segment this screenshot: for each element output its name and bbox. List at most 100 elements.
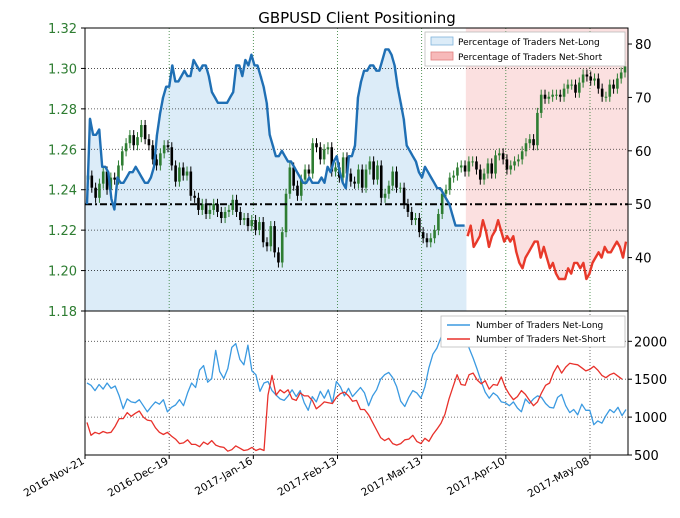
net-long-fill [368, 65, 373, 312]
net-short-fill [496, 28, 500, 221]
price-candle-body [448, 177, 452, 190]
price-candle-body [140, 125, 143, 138]
price-candle-body [280, 232, 284, 263]
price-candle-body [265, 242, 269, 247]
net-short-fill [624, 28, 628, 242]
net-long-fill [243, 60, 248, 311]
net-short-fill [554, 28, 558, 274]
net-short-fill [471, 28, 476, 247]
price-candle-body [212, 203, 215, 210]
net-long-fill [167, 86, 172, 312]
price-candle-body [395, 171, 398, 188]
price-candle-body [463, 165, 467, 172]
net-long-fill [347, 156, 351, 311]
net-long-fill [136, 172, 141, 311]
net-long-fill [438, 188, 443, 311]
price-candle-body [311, 143, 315, 174]
net-short-fill [529, 28, 534, 247]
net-long-fill [258, 76, 263, 311]
net-long-fill [91, 134, 95, 311]
price-candle-body [330, 147, 334, 172]
price-candle-body [570, 84, 573, 86]
count-tick-label: 500 [634, 449, 659, 464]
price-candle-body [536, 112, 539, 146]
net-short-fill [599, 28, 604, 258]
price-candle-body [341, 157, 345, 178]
price-candle-body [273, 226, 276, 253]
price-candle-body [258, 222, 261, 231]
price-candle-body [459, 165, 463, 168]
net-long-fill [417, 172, 421, 311]
price-candle-body [231, 199, 235, 210]
price-candle-body [581, 74, 585, 83]
net-long-fill [286, 161, 290, 311]
net-long-count-line [86, 322, 627, 426]
bottom-panel: 500 1000 1500 2000 Number of Traders Net-Lon… [84, 310, 667, 464]
price-candle-body [208, 209, 212, 214]
net-long-fill [249, 54, 254, 311]
net-long-fill [255, 65, 260, 312]
left-price-axis: 1.18 1.20 1.22 1.24 1.26 1.28 1.30 1.32 [48, 22, 85, 320]
net-long-fill [295, 172, 299, 311]
price-candle-body [178, 167, 181, 182]
net-long-fill [456, 225, 461, 311]
net-long-fill [407, 150, 412, 311]
net-short-fill [593, 28, 598, 258]
net-short-fill [572, 28, 577, 263]
price-candle-body [547, 96, 551, 99]
net-long-fill [350, 156, 354, 311]
net-long-fill [106, 172, 111, 311]
net-long-fill [185, 76, 190, 311]
net-long-fill [301, 182, 306, 311]
price-candle-body [296, 185, 299, 196]
net-short-fill [541, 28, 546, 247]
price-tick-label: 1.28 [48, 103, 77, 118]
net-long-fill [191, 60, 196, 311]
price-candle-body [132, 135, 136, 146]
legend-long-count-label: Number of Traders Net-Long [476, 321, 603, 331]
net-long-fill [277, 156, 281, 311]
net-long-fill [444, 198, 449, 311]
price-candle-body [372, 161, 375, 180]
top-panel: 1.18 1.20 1.22 1.24 1.26 1.28 1.30 1.32 40 50 60 70… [48, 22, 652, 320]
net-long-fill [383, 49, 388, 311]
net-long-fill [176, 81, 181, 311]
net-short-fill [511, 28, 516, 237]
price-candle-body [597, 78, 600, 89]
net-long-fill [362, 70, 366, 311]
net-long-fill [197, 70, 202, 311]
net-short-fill [566, 28, 570, 269]
net-long-fill [146, 182, 150, 311]
count-tick-label: 1500 [634, 373, 667, 388]
price-candle-body [391, 171, 394, 186]
net-long-fill [206, 76, 211, 311]
net-short-fill [605, 28, 610, 253]
top-legend: Percentage of Traders Net-Long Percentage… [424, 31, 626, 67]
percent-tick-label: 50 [635, 198, 652, 213]
count-tick-label: 1000 [634, 411, 667, 426]
price-candle-body [128, 135, 132, 144]
price-candle-body [136, 137, 139, 146]
legend-long-swatch [430, 36, 454, 46]
price-tick-label: 1.32 [48, 22, 77, 37]
price-candle-body [109, 177, 113, 190]
price-candle-body [101, 171, 105, 184]
price-candle-body [261, 222, 265, 243]
net-long-fill [115, 177, 120, 311]
price-candle-body [429, 238, 433, 243]
price-candle-body [239, 211, 242, 221]
price-candle-body [334, 167, 337, 172]
net-long-fill [252, 65, 257, 312]
price-candle-body [498, 153, 501, 156]
price-candle-body [517, 159, 520, 162]
net-long-fill [353, 145, 357, 311]
price-candle-body [204, 203, 208, 214]
net-long-fill [404, 145, 409, 311]
price-candle-body [193, 195, 196, 198]
net-short-fill [590, 28, 595, 263]
price-candle-body [288, 167, 292, 194]
percent-tick-label: 60 [635, 145, 652, 160]
price-candle-body [299, 179, 303, 196]
net-long-fill [173, 81, 178, 311]
right-count-axis: 500 1000 1500 2000 [628, 335, 667, 464]
